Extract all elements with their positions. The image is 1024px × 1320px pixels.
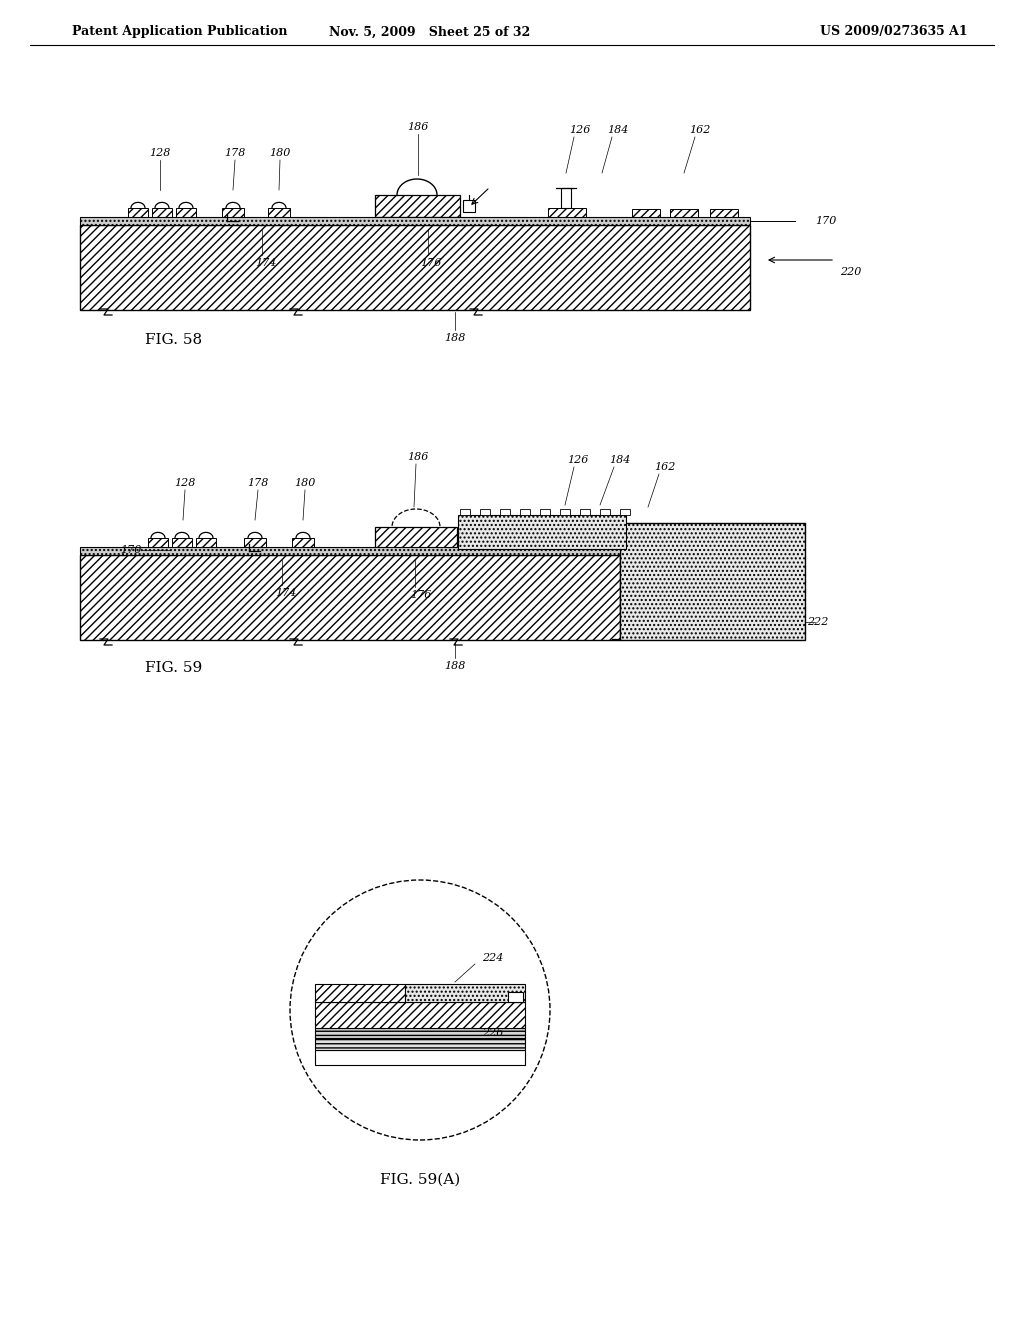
Bar — [561, 187, 571, 209]
Bar — [710, 209, 738, 216]
Bar — [463, 201, 475, 213]
Bar — [375, 195, 460, 216]
Text: 224: 224 — [482, 953, 504, 964]
Bar — [196, 539, 216, 546]
Bar — [620, 523, 805, 640]
Bar — [406, 983, 525, 1002]
Bar — [520, 510, 530, 515]
Text: 180: 180 — [294, 478, 315, 488]
Text: 186: 186 — [408, 451, 429, 462]
Bar — [632, 209, 660, 216]
Text: 162: 162 — [689, 125, 711, 135]
Text: 128: 128 — [174, 478, 196, 488]
Bar — [600, 510, 610, 515]
Text: Nov. 5, 2009   Sheet 25 of 32: Nov. 5, 2009 Sheet 25 of 32 — [330, 25, 530, 38]
Text: 226: 226 — [482, 1028, 504, 1038]
Text: 174: 174 — [255, 257, 276, 268]
Text: 186: 186 — [408, 121, 429, 132]
Text: 184: 184 — [607, 125, 629, 135]
Text: 220: 220 — [840, 267, 861, 277]
Text: FIG. 58: FIG. 58 — [145, 333, 202, 347]
Text: 188: 188 — [444, 333, 466, 343]
Text: 180: 180 — [269, 148, 291, 158]
Bar — [500, 510, 510, 515]
Bar — [315, 1038, 525, 1049]
Text: FIG. 59(A): FIG. 59(A) — [380, 1173, 460, 1187]
Bar — [222, 209, 244, 216]
Text: 126: 126 — [567, 455, 589, 465]
Bar — [80, 546, 620, 554]
Text: 170: 170 — [120, 545, 141, 554]
Text: 222: 222 — [807, 616, 828, 627]
Bar — [620, 510, 630, 515]
Text: 128: 128 — [150, 148, 171, 158]
Bar — [560, 510, 570, 515]
Bar — [128, 209, 148, 216]
Bar — [548, 209, 586, 216]
Bar — [460, 510, 470, 515]
Bar — [315, 1002, 525, 1028]
Text: 126: 126 — [569, 125, 591, 135]
Text: 176: 176 — [420, 257, 441, 268]
Text: Patent Application Publication: Patent Application Publication — [72, 25, 288, 38]
Bar — [148, 539, 168, 546]
Bar — [670, 209, 698, 216]
Bar — [176, 209, 196, 216]
Bar — [580, 510, 590, 515]
Bar — [244, 539, 266, 546]
Bar — [152, 209, 172, 216]
Text: 176: 176 — [410, 590, 431, 601]
Text: 184: 184 — [609, 455, 631, 465]
Text: 178: 178 — [248, 478, 268, 488]
Text: 162: 162 — [654, 462, 676, 473]
Bar — [315, 1049, 525, 1065]
Text: FIG. 59: FIG. 59 — [145, 661, 203, 675]
Bar — [480, 510, 490, 515]
Bar — [172, 539, 193, 546]
Bar — [80, 224, 750, 310]
Bar — [315, 983, 406, 1002]
Bar — [292, 539, 314, 546]
Bar — [80, 554, 620, 640]
Bar — [80, 216, 750, 224]
Text: 188: 188 — [444, 661, 466, 671]
Text: US 2009/0273635 A1: US 2009/0273635 A1 — [820, 25, 968, 38]
Bar — [375, 527, 457, 549]
Text: 174: 174 — [275, 587, 296, 598]
Bar — [268, 209, 290, 216]
Text: 170: 170 — [815, 216, 837, 226]
Bar — [458, 515, 626, 549]
Bar — [540, 510, 550, 515]
Bar — [508, 993, 523, 1002]
Bar — [315, 1028, 525, 1038]
Text: 178: 178 — [224, 148, 246, 158]
